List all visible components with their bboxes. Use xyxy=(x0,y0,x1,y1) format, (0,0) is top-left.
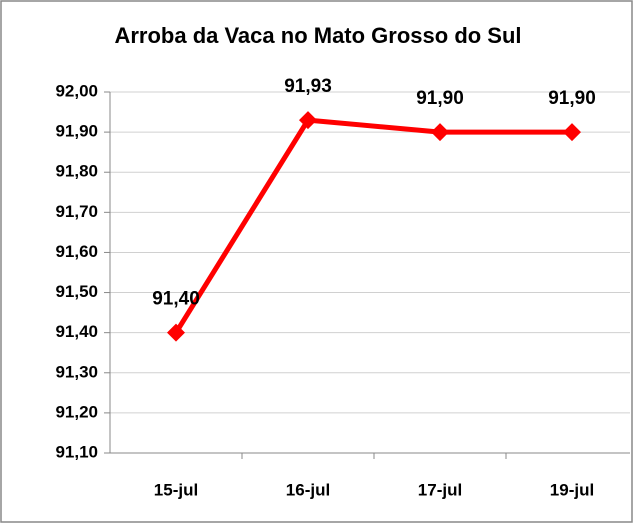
y-tick-label: 91,60 xyxy=(55,242,98,261)
marker xyxy=(431,123,449,142)
x-tick-label: 19-jul xyxy=(550,480,594,499)
y-tick-label: 91,90 xyxy=(55,122,98,141)
y-tick-label: 91,30 xyxy=(55,362,98,381)
y-tick-label: 91,80 xyxy=(55,162,98,181)
data-label: 91,93 xyxy=(284,76,332,97)
y-tick-label: 91,10 xyxy=(55,442,98,461)
x-tick-label: 17-jul xyxy=(418,480,462,499)
y-tick-label: 91,50 xyxy=(55,282,98,301)
data-label: 91,90 xyxy=(416,88,464,109)
y-tick-label: 91,70 xyxy=(55,202,98,221)
y-tick-label: 91,20 xyxy=(55,402,98,421)
line xyxy=(173,117,572,334)
marker xyxy=(299,111,317,130)
marker xyxy=(167,323,185,342)
y-tick-label: 92,00 xyxy=(55,81,98,100)
y-tick-label: 91,40 xyxy=(55,322,98,341)
x-tick-label: 15-jul xyxy=(154,480,198,499)
data-label: 91,40 xyxy=(152,289,200,310)
marker xyxy=(563,123,581,142)
x-tick-label: 16-jul xyxy=(286,480,330,499)
chart-title: Arroba da Vaca no Mato Grosso do Sul xyxy=(114,23,521,48)
data-label: 91,90 xyxy=(548,88,596,109)
